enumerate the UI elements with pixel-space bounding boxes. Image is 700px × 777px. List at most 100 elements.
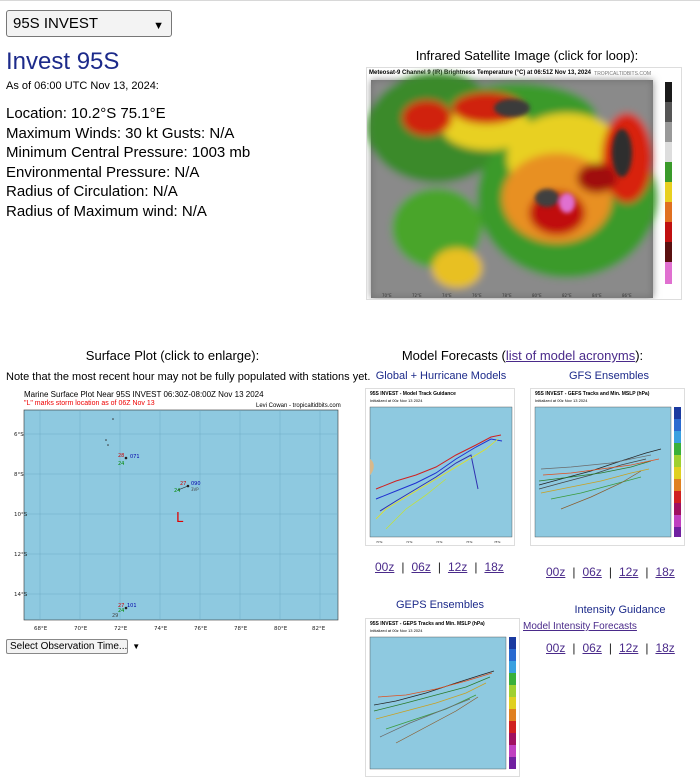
svg-text:76°E: 76°E [472,293,482,298]
svg-text:78°E: 78°E [502,293,512,298]
geps-ensembles-map [369,636,516,770]
surface-note: Note that the most recent hour may not b… [6,371,371,383]
intensity-run-00z[interactable]: 00z [546,641,566,655]
global-models-image[interactable]: 95S INVEST - Model Track Guidance Initia… [365,388,515,546]
station-dew: 24 [118,608,124,614]
gfs-ensembles-map [534,406,681,538]
lon-label: 78°E [234,626,248,632]
lat-label: 12°S [14,552,28,558]
surface-plot-image[interactable]: Marine Surface Plot Near 95S INVEST 06:3… [14,388,341,635]
geps-ensembles-subtitle: Initialized at 00z Nov 13 2024 [370,628,423,633]
gfs-run-12z[interactable]: 12z [618,565,639,579]
station-extra: 3VP [191,487,199,492]
svg-text:70°E: 70°E [376,540,383,544]
station-temp: 28 [118,453,124,459]
ir-caption: Infrared Satellite Image (click for loop… [415,48,639,63]
chevron-down-icon: ▼ [153,20,164,32]
storm-location-marker: L [176,511,184,526]
lon-label: 68°E [34,626,48,632]
gfs-run-18z[interactable]: 18z [655,565,675,579]
ir-satellite-image[interactable]: Meteosat-9 Channel 9 (IR) Brightness Tem… [366,67,682,300]
global-run-18z[interactable]: 18z [484,560,504,574]
gfs-ensembles-title: 95S INVEST - GEFS Tracks and Min. MSLP (… [535,391,650,397]
lat-label: 14°S [14,592,28,598]
model-forecasts-caption: Model Forecasts (list of model acronyms)… [345,348,700,363]
stat-env-pressure: Environmental Pressure: N/A [6,163,200,181]
global-run-12z[interactable]: 12z [447,560,468,574]
surface-plot-title: Marine Surface Plot Near 95S INVEST 06:3… [24,390,264,399]
stat-radius-circulation: Radius of Circulation: N/A [6,183,178,201]
svg-text:78°E: 78°E [494,540,501,544]
observation-time-select-label: Select Observation Time... [10,641,128,652]
ir-header: Meteosat-9 Channel 9 (IR) Brightness Tem… [369,70,592,76]
surface-map: 6°S 8°S 10°S 12°S 14°S 68°E 70°E 72°E 74… [14,409,339,632]
model-acronyms-link[interactable]: list of model acronyms [505,348,636,363]
lat-label: 10°S [14,512,28,518]
global-models-caption: Global + Hurricane Models [375,370,507,382]
station-dew: 24 [118,461,124,467]
svg-text:74°E: 74°E [436,540,443,544]
svg-text:74°E: 74°E [442,293,452,298]
observation-time-select[interactable]: Select Observation Time... ▼ [6,639,140,654]
svg-text:72°E: 72°E [406,540,413,544]
svg-text:76°E: 76°E [466,540,473,544]
storm-title: Invest 95S [6,48,120,75]
surface-caption: Surface Plot (click to enlarge): [85,348,260,363]
model-intensity-forecasts-link[interactable]: Model Intensity Forecasts [523,621,637,632]
gfs-ensembles-caption: GFS Ensembles [568,370,650,382]
chevron-down-icon: ▼ [130,642,141,651]
surface-plot-subtitle: "L" marks storm location as of 06Z Nov 1… [24,400,155,407]
svg-text:86°E: 86°E [622,293,632,298]
gfs-ensembles-subtitle: Initialized at 00z Nov 13 2024 [535,398,588,403]
lon-label: 72°E [114,626,128,632]
intensity-run-06z[interactable]: 06z [582,641,602,655]
svg-text:72°E: 72°E [412,293,422,298]
station-extra: 29 [112,613,118,619]
svg-text:82°E: 82°E [562,293,572,298]
svg-text:80°E: 80°E [532,293,542,298]
stat-location: Location: 10.2°S 75.1°E [6,105,166,122]
stat-max-winds: Maximum Winds: 30 kt Gusts: N/A [6,124,235,142]
intensity-guidance-caption: Intensity Guidance [574,604,666,616]
lon-label: 80°E [274,626,288,632]
gfs-run-06z[interactable]: 06z [582,565,602,579]
station-pressure: 090 [191,481,201,487]
ir-imagery: 70°E 72°E 74°E 76°E 78°E 80°E 82°E 84°E 86°E [367,73,672,298]
storm-stats: Location: 10.2°S 75.1°E Maximum Winds: 3… [6,104,250,222]
gfs-ensembles-image[interactable]: 95S INVEST - GEFS Tracks and Min. MSLP (… [530,388,685,546]
lon-label: 82°E [312,626,326,632]
stat-min-pressure: Minimum Central Pressure: 1003 mb [6,144,251,162]
global-model-run-links: 00z | 06z | 12z | 18z [375,560,504,574]
intensity-run-18z[interactable]: 18z [655,641,675,655]
stat-radius-max-wind: Radius of Maximum wind: N/A [6,202,207,220]
surface-plot-credit: Levi Cowan - tropicaltidbits.com [256,403,341,409]
global-models-map: 70°E 72°E 74°E 76°E 78°E [369,406,513,544]
global-run-00z[interactable]: 00z [375,560,395,574]
lon-label: 74°E [154,626,168,632]
global-run-06z[interactable]: 06z [411,560,431,574]
geps-ensembles-image[interactable]: 95S INVEST - GEPS Tracks and Min. MSLP (… [365,618,520,777]
gfs-run-links: 00z | 06z | 12z | 18z [546,565,675,579]
svg-text:70°E: 70°E [382,293,392,298]
station-dew: 24 [174,488,180,494]
station-temp: 27 [118,603,124,609]
global-models-subtitle: Initialized at 00z Nov 13 2024 [370,398,423,403]
lon-label: 70°E [74,626,88,632]
storm-select-value: 95S INVEST [13,15,99,32]
gfs-run-00z[interactable]: 00z [546,565,566,579]
station-temp: 27 [180,481,186,487]
global-models-title: 95S INVEST - Model Track Guidance [370,391,456,397]
geps-ensembles-title: 95S INVEST - GEPS Tracks and Min. MSLP (… [370,621,485,627]
lat-label: 8°S [14,472,24,478]
intensity-run-12z[interactable]: 12z [618,641,639,655]
station-pressure: 071 [130,454,140,460]
geps-ensembles-caption: GEPS Ensembles [395,599,485,611]
lon-label: 76°E [194,626,208,632]
station-pressure: 101 [127,603,137,609]
ir-brand: TROPICALTIDBITS.COM [594,71,651,77]
model-caption-suffix: ): [635,348,644,363]
storm-select[interactable]: 95S INVEST ▼ [6,10,172,37]
as-of-timestamp: As of 06:00 UTC Nov 13, 2024: [6,80,159,92]
intensity-run-links: 00z | 06z | 12z | 18z [546,641,675,655]
svg-text:84°E: 84°E [592,293,602,298]
